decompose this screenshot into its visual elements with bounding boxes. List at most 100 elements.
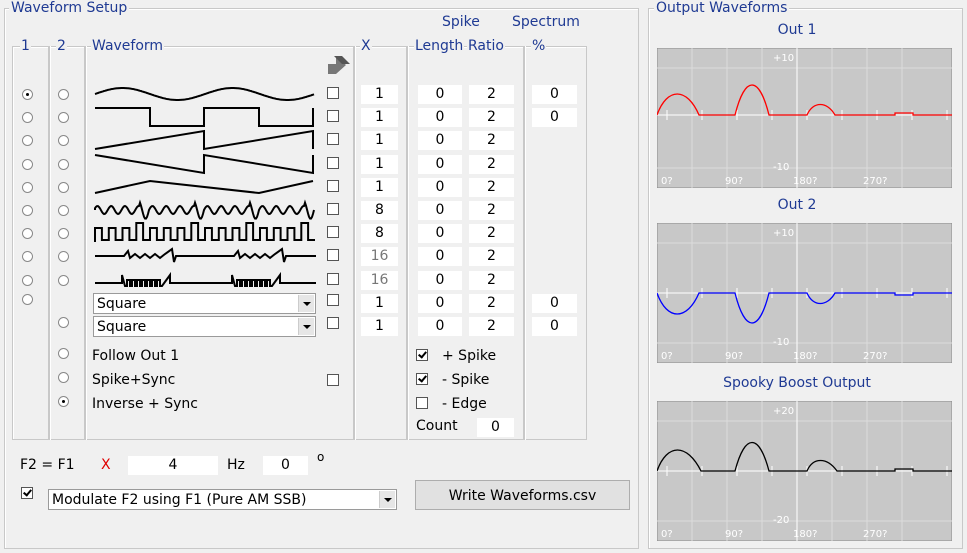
length-field[interactable]: 0 [418,224,462,243]
divider [353,46,355,440]
output-group [648,8,963,549]
dropdown-arrow[interactable] [379,491,395,508]
spectrum-field[interactable]: 0 [532,108,577,127]
ratio-field[interactable]: 2 [469,85,514,104]
checkbox[interactable] [327,272,339,285]
x-field[interactable]: 16 [361,247,398,266]
radio-button[interactable] [58,89,69,100]
radio-button[interactable] [58,112,69,124]
y-bottom-label: -10 [773,162,789,173]
radio-button[interactable] [22,251,33,263]
waveform-icon [95,107,314,128]
radio-button[interactable] [58,228,69,240]
length-field[interactable]: 0 [418,131,462,150]
phase-field[interactable]: 0 [263,456,308,475]
radio-button[interactable] [22,112,33,124]
spectrum-field[interactable]: 0 [532,294,577,313]
x-field[interactable]: 1 [361,317,398,336]
x-field[interactable]: 1 [361,131,398,150]
radio-button[interactable] [22,274,33,286]
waveform-icon [95,271,316,287]
x-field[interactable]: 1 [361,294,398,313]
dropdown[interactable]: Modulate F2 using F1 (Pure AM SSB) [48,489,397,510]
ratio-field[interactable]: 2 [469,108,514,127]
checkbox[interactable] [416,349,428,361]
ratio-field[interactable]: 2 [469,178,514,197]
x-field[interactable]: 8 [361,224,398,243]
radio-button[interactable] [58,348,69,359]
radio-button[interactable] [58,396,69,407]
radio-button[interactable] [22,135,33,147]
radio-button[interactable] [58,135,69,147]
x-field[interactable]: 1 [361,155,398,174]
dropdown[interactable]: Square [93,293,316,314]
radio-button[interactable] [22,89,33,100]
length-field[interactable]: 0 [418,155,462,174]
x-field[interactable]: 1 [361,178,398,197]
waveform-path [95,247,316,263]
ratio-field[interactable]: 2 [469,247,514,266]
radio-button[interactable] [58,372,69,383]
length-field[interactable]: 0 [418,294,462,313]
checkbox[interactable] [327,179,339,192]
length-field[interactable]: 0 [418,247,462,266]
checkbox[interactable] [21,487,33,499]
col-header: Ratio [467,38,505,54]
radio-button[interactable] [22,293,33,305]
x-field[interactable]: 1 [361,85,398,104]
spectrum-field[interactable]: 0 [532,85,577,104]
col-header: 1 [20,38,31,54]
reset-icon[interactable] [324,52,354,78]
waveform-plot: +10 -10 0? 90? 180? 270? [657,223,952,363]
divider [48,46,50,440]
checkbox[interactable] [327,87,339,99]
x-field[interactable]: 1 [361,108,398,127]
length-field[interactable]: 0 [418,201,462,220]
radio-button[interactable] [58,317,69,328]
x-field[interactable]: 8 [361,201,398,220]
checkbox[interactable] [327,203,339,215]
radio-button[interactable] [22,205,33,216]
multiplier-field[interactable]: 4 [128,456,218,475]
ratio-field[interactable]: 2 [469,131,514,150]
waveform-curve [657,84,952,116]
checkbox[interactable] [327,133,339,146]
radio-button[interactable] [22,181,33,193]
write-button[interactable]: Write Waveforms.csv [415,480,630,510]
ratio-field[interactable]: 2 [469,317,514,336]
radio-button[interactable] [58,158,69,170]
checkbox[interactable] [327,156,339,169]
checkbox[interactable] [327,110,339,123]
checkbox[interactable] [416,373,428,385]
radio-button[interactable] [22,228,33,240]
ratio-field[interactable]: 2 [469,294,514,313]
length-field[interactable]: 0 [418,108,462,127]
radio-button[interactable] [58,181,69,193]
dropdown-arrow[interactable] [298,318,314,335]
spectrum-field[interactable]: 0 [532,317,577,336]
checkbox[interactable] [416,397,428,409]
dropdown-arrow[interactable] [298,295,314,312]
ratio-field[interactable]: 2 [469,201,514,220]
length-field[interactable]: 0 [418,85,462,104]
count-field[interactable]: 0 [477,418,514,437]
length-field[interactable]: 0 [418,178,462,197]
ratio-field[interactable]: 2 [469,271,514,290]
checkbox[interactable] [327,226,339,239]
checkbox[interactable] [327,293,339,306]
length-field[interactable]: 0 [418,271,462,290]
ratio-field[interactable]: 2 [469,224,514,243]
checkbox[interactable] [327,374,339,386]
radio-button[interactable] [58,274,69,286]
radio-button[interactable] [22,158,33,170]
length-field[interactable]: 0 [418,317,462,336]
dropdown[interactable]: Square [93,316,316,337]
radio-button[interactable] [58,251,69,263]
checkbox[interactable] [327,317,339,329]
x-label: 0? [661,176,673,187]
ratio-field[interactable]: 2 [469,155,514,174]
checkbox[interactable] [327,249,339,262]
x-field[interactable]: 16 [361,271,398,290]
radio-button[interactable] [58,205,69,216]
waveform-path [95,107,314,128]
